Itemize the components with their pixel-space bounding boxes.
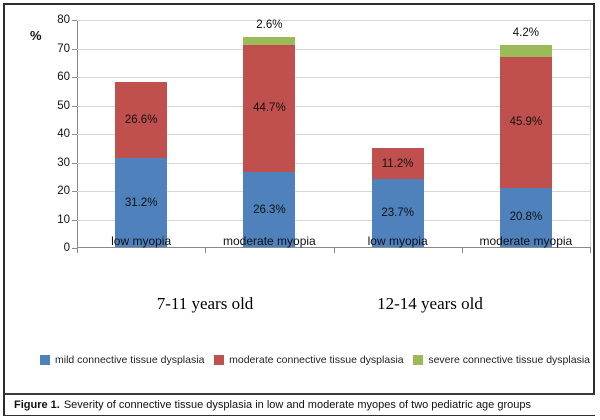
bar-data-label: 20.8%: [509, 211, 543, 224]
plot-area: 31.2% 26.6% 26.3% 44.7% 2.6% 23.7% 11.2% 20.8% 4…: [72, 19, 591, 253]
y-axis-tick-label: 30: [57, 156, 70, 169]
figure-border-frame: [3, 3, 595, 416]
x-category-label: low myopia: [367, 234, 428, 248]
bar-data-label: 11.2%: [381, 157, 414, 170]
y-axis-tick-label: 80: [57, 14, 70, 26]
legend-item: moderate connective tissue dysplasia: [214, 354, 404, 366]
bar-data-label: 23.7%: [381, 207, 414, 220]
bar-data-label: 44.7%: [253, 102, 286, 115]
x-axis-tick: [461, 248, 463, 253]
y-axis-tick: [72, 219, 77, 221]
legend-color-swatch: [413, 355, 424, 365]
gridline: [77, 77, 590, 78]
x-category-label: moderate myopia: [479, 234, 573, 248]
y-axis-tick: [72, 20, 77, 21]
bar-data-label: 2.6%: [256, 19, 283, 32]
bar-data-label: 45.9%: [509, 116, 543, 129]
stacked-bar: 31.2% 26.6%: [115, 19, 168, 247]
y-axis-tick: [72, 77, 77, 78]
y-axis-tick-label: 50: [57, 99, 70, 112]
bar-segment: [115, 82, 168, 159]
bar-data-label: 31.2%: [124, 196, 158, 209]
gridline: [77, 105, 590, 107]
bar-segment: [243, 172, 296, 247]
gridline: [77, 48, 590, 50]
legend-item: severe connective tissue dysplasia: [413, 354, 590, 366]
y-axis-tick-label: 70: [57, 42, 70, 55]
bar-segment: [243, 37, 296, 45]
bar-segment: [371, 179, 424, 247]
bar-segment: [499, 187, 552, 247]
x-axis-tick: [77, 248, 78, 253]
stacked-bar: 23.7% 11.2%: [371, 19, 424, 247]
bar-segment: [499, 56, 552, 188]
figure-caption-text: Severity of connective tissue dysplasia …: [63, 399, 531, 411]
y-axis-tick-label: 40: [57, 128, 70, 140]
x-axis-tick: [333, 248, 335, 253]
x-axis-tick: [205, 248, 207, 253]
x-axis-tick: [590, 248, 591, 253]
bar-segment: [499, 44, 552, 57]
x-category-label: moderate myopia: [223, 234, 316, 248]
x-category-label: low myopia: [111, 234, 172, 248]
y-axis-tick-labels: 0 10 20 30 40 50 60 70 80: [36, 14, 70, 254]
gridline: [77, 191, 590, 192]
x-axis-line: [77, 247, 591, 248]
legend-color-swatch: [214, 355, 225, 365]
y-axis-tick: [72, 191, 77, 192]
y-axis-tick-label: 10: [57, 213, 70, 226]
chart-legend: mild connective tissue dysplasia moderate…: [40, 354, 590, 366]
y-axis-title: %: [30, 28, 42, 43]
y-axis-tick-label: 0: [63, 242, 70, 254]
gridline: [77, 20, 590, 21]
legend-color-swatch: [40, 355, 50, 365]
group-label-7-11: 7-11 years old: [156, 294, 254, 313]
y-axis-tick-label: 20: [57, 185, 70, 197]
y-axis-tick: [72, 162, 77, 164]
gridline: [77, 162, 590, 164]
legend-label: mild connective tissue dysplasia: [55, 354, 205, 366]
y-axis-tick: [72, 48, 77, 50]
y-axis-tick: [72, 105, 77, 107]
group-label-12-14: 12-14 years old: [377, 294, 483, 313]
figure-caption-number: Figure 1.: [14, 399, 60, 411]
bar-segment: [115, 158, 168, 247]
legend-item: mild connective tissue dysplasia: [40, 354, 204, 366]
legend-label: moderate connective tissue dysplasia: [229, 354, 404, 366]
bar-segment: [371, 147, 424, 180]
bar-data-label: 26.6%: [124, 114, 158, 127]
figure-caption: Figure 1. Severity of connective tissue …: [5, 393, 595, 415]
plot-right-border: [590, 20, 591, 248]
y-axis-tick: [72, 248, 77, 249]
stacked-bar: 20.8% 45.9% 4.2%: [499, 19, 552, 247]
gridline: [77, 134, 590, 135]
bar-data-label: 4.2%: [512, 26, 539, 39]
bar-data-label: 26.3%: [253, 203, 286, 216]
y-axis-tick-label: 60: [57, 71, 70, 83]
gridline: [77, 219, 590, 221]
legend-label: severe connective tissue dysplasia: [428, 354, 590, 366]
stacked-bar: 26.3% 44.7% 2.6%: [243, 19, 296, 247]
y-axis-tick: [72, 134, 77, 135]
bar-segment: [243, 44, 296, 173]
